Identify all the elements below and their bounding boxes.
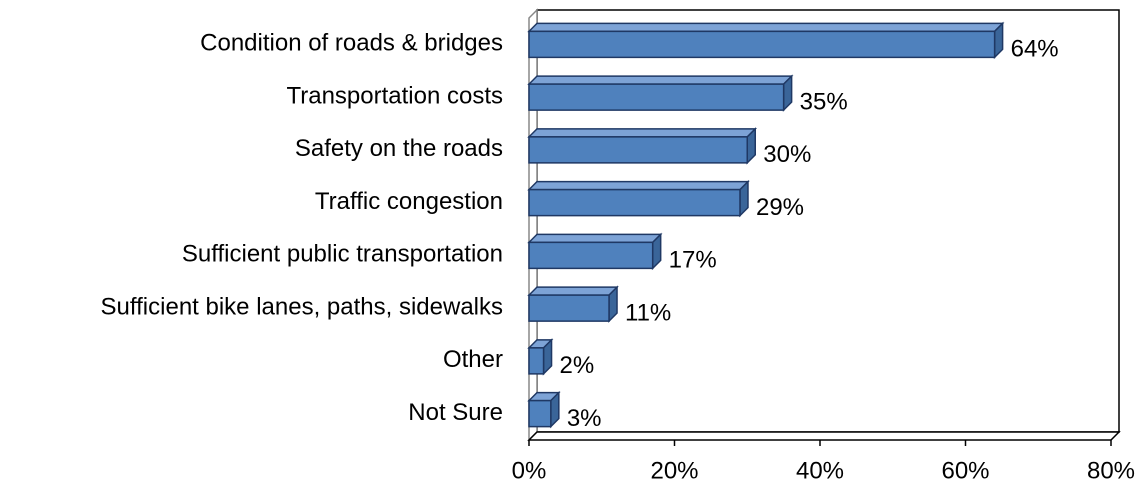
y-tick-label: Not Sure — [408, 399, 503, 426]
value-label: 35% — [800, 88, 848, 115]
bar-top — [527, 75, 794, 85]
x-tick-label: 80% — [1087, 457, 1135, 484]
x-tick-label: 60% — [941, 457, 989, 484]
y-tick-label: Sufficient public transportation — [182, 241, 503, 268]
x-tick-label: 40% — [796, 457, 844, 484]
bar — [528, 83, 785, 111]
bar-top — [527, 180, 750, 191]
bar — [528, 188, 741, 217]
floor — [527, 431, 1121, 441]
value-label: 2% — [560, 352, 595, 379]
y-tick-label: Traffic congestion — [315, 188, 503, 215]
y-tick-label: Other — [443, 346, 503, 373]
x-tick-label: 20% — [650, 457, 698, 484]
bar — [528, 399, 552, 428]
bar — [528, 294, 610, 322]
y-tick-label: Safety on the roads — [295, 135, 503, 162]
bar — [528, 241, 654, 270]
x-tick-label: 0% — [512, 457, 547, 484]
value-label: 17% — [669, 247, 717, 274]
bar-top — [527, 128, 758, 138]
value-label: 29% — [756, 194, 804, 221]
value-label: 3% — [567, 405, 602, 432]
bar — [528, 347, 545, 375]
y-tick-label: Transportation costs — [286, 82, 503, 109]
value-label: 11% — [625, 299, 671, 326]
bar-top — [527, 233, 663, 244]
y-tick-label: Condition of roads & bridges — [200, 30, 503, 57]
y-tick-label: Sufficient bike lanes, paths, sidewalks — [101, 293, 503, 320]
value-label: 64% — [1011, 36, 1059, 63]
bar — [528, 30, 996, 59]
value-label: 30% — [763, 141, 811, 168]
bar — [528, 136, 748, 164]
back-wall — [536, 9, 1120, 433]
bar-top — [527, 22, 1005, 33]
side-wall — [528, 8, 538, 442]
bar-top — [527, 286, 619, 296]
